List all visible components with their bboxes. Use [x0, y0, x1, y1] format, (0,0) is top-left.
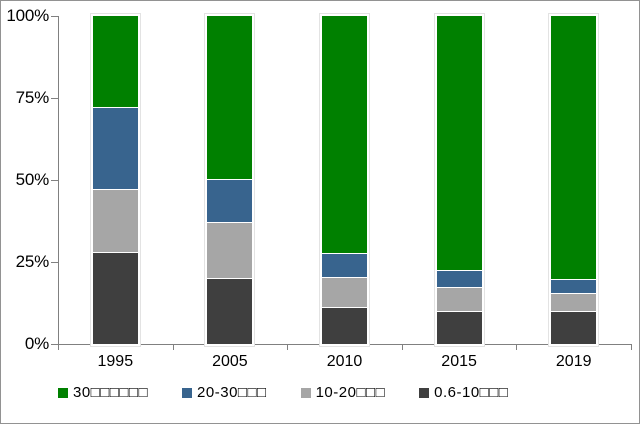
legend-item: 30□□□□□□ — [58, 384, 148, 401]
legend-swatch-icon — [58, 387, 68, 398]
legend-label: 30□□□□□□ — [73, 384, 149, 401]
bar-segment — [551, 294, 597, 311]
bar-1995 — [92, 16, 138, 344]
y-tick-label: 25% — [15, 252, 50, 271]
bar-segment — [551, 280, 597, 294]
y-axis-tick — [51, 16, 58, 17]
y-axis-tick — [51, 98, 58, 99]
x-tick-label: 2010 — [326, 353, 363, 370]
bar-segment — [92, 190, 138, 252]
x-tick-label: 1995 — [97, 353, 134, 370]
bar-segment — [322, 278, 367, 308]
y-tick-label: 50% — [15, 170, 50, 189]
bar-2005 — [207, 16, 253, 344]
chart-legend: 30□□□□□□ 20-30□□□ 10-20□□□ 0.6-10□□□ — [58, 384, 508, 401]
y-axis-tick — [51, 262, 58, 263]
x-axis-tick — [401, 345, 403, 350]
bar-segment — [551, 311, 597, 344]
legend-swatch-icon — [300, 387, 311, 398]
bar-segment — [436, 270, 482, 287]
y-tick-label: 0% — [24, 334, 49, 353]
y-axis-tick — [51, 344, 58, 345]
bar-segment — [551, 16, 597, 280]
bar-segment — [92, 108, 138, 190]
y-axis-line — [58, 16, 59, 345]
bar-segment — [436, 311, 482, 344]
bar-segment — [322, 254, 367, 277]
bar-segment — [207, 222, 253, 278]
bar-2010 — [322, 16, 367, 344]
x-axis-tick — [631, 345, 632, 350]
legend-label: 0.6-10□□□ — [434, 384, 509, 401]
bar-segment — [92, 253, 138, 344]
bar-segment — [207, 16, 253, 179]
bar-segment — [207, 279, 253, 344]
x-tick-label: 2019 — [555, 353, 592, 370]
legend-label: 20-30□□□ — [197, 384, 267, 401]
bar-segment — [92, 16, 138, 107]
bar-2019 — [551, 16, 597, 344]
legend-swatch-icon — [182, 387, 193, 398]
x-axis-line — [58, 344, 632, 345]
x-axis-tick — [287, 345, 289, 350]
y-tick-label: 100% — [6, 6, 49, 25]
x-tick-label: 2015 — [441, 353, 477, 370]
legend-label: 10-20□□□ — [315, 384, 386, 401]
x-axis-tick — [516, 345, 518, 350]
bar-segment — [436, 287, 482, 311]
legend-item: 0.6-10□□□ — [419, 384, 508, 401]
x-axis-tick — [58, 345, 59, 350]
x-axis-tick — [172, 345, 174, 350]
bar-2015 — [436, 16, 482, 344]
legend-item: 20-30□□□ — [182, 384, 267, 401]
bar-segment — [207, 179, 253, 222]
legend-swatch-icon — [419, 387, 430, 398]
bar-segment — [322, 16, 367, 254]
bar-segment — [322, 308, 367, 344]
y-axis-tick — [51, 180, 58, 181]
legend-item: 10-20□□□ — [300, 384, 386, 401]
bar-segment — [436, 16, 482, 270]
y-tick-label: 75% — [15, 88, 50, 107]
x-tick-label: 2005 — [212, 353, 248, 370]
